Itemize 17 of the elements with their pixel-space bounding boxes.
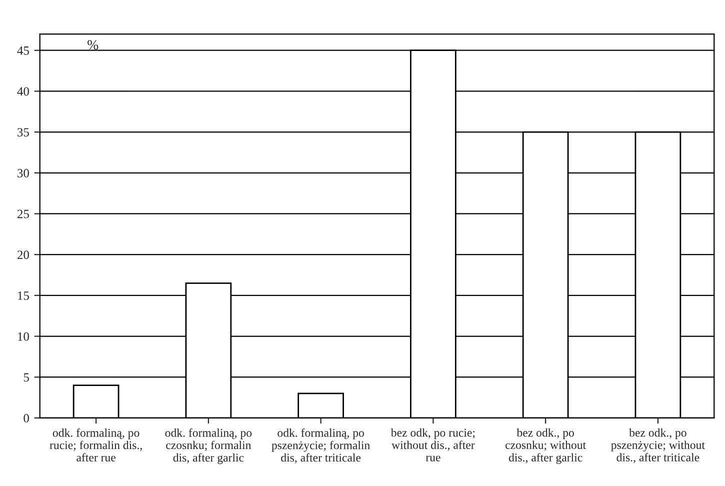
x-tick-label: bez odk, po rucie; without dis., after rue xyxy=(390,428,475,462)
y-tick-label: 45 xyxy=(17,46,29,55)
y-tick-label: 35 xyxy=(18,128,29,137)
y-tick-label: 5 xyxy=(24,373,29,382)
x-tick-label: bez odk., po czosnku; without dis., after garlic xyxy=(506,428,586,464)
x-tick-label: odk. formaliną, po rucie; formalin dis., after rue xyxy=(50,428,142,462)
x-tick-label: bez odk., po pszenżycie; without dis., after triticale xyxy=(611,428,705,464)
x-tick-label: odk. formaliną, po czosnku; formalin dis, after garlic xyxy=(165,428,252,464)
y-tick-label: 0 xyxy=(24,414,29,422)
y-tick-label: 15 xyxy=(18,292,29,300)
y-tick-label: 20 xyxy=(18,250,29,260)
y-tick-label: 40 xyxy=(17,87,29,96)
x-tick-label: odk. formaliną, po pszenżycie; formalin dis, after triticale xyxy=(272,428,370,464)
y-tick-label: 30 xyxy=(18,168,29,178)
y-axis-title: % xyxy=(88,40,98,50)
y-tick-label: 10 xyxy=(18,332,29,341)
y-tick-label: 25 xyxy=(18,210,29,218)
